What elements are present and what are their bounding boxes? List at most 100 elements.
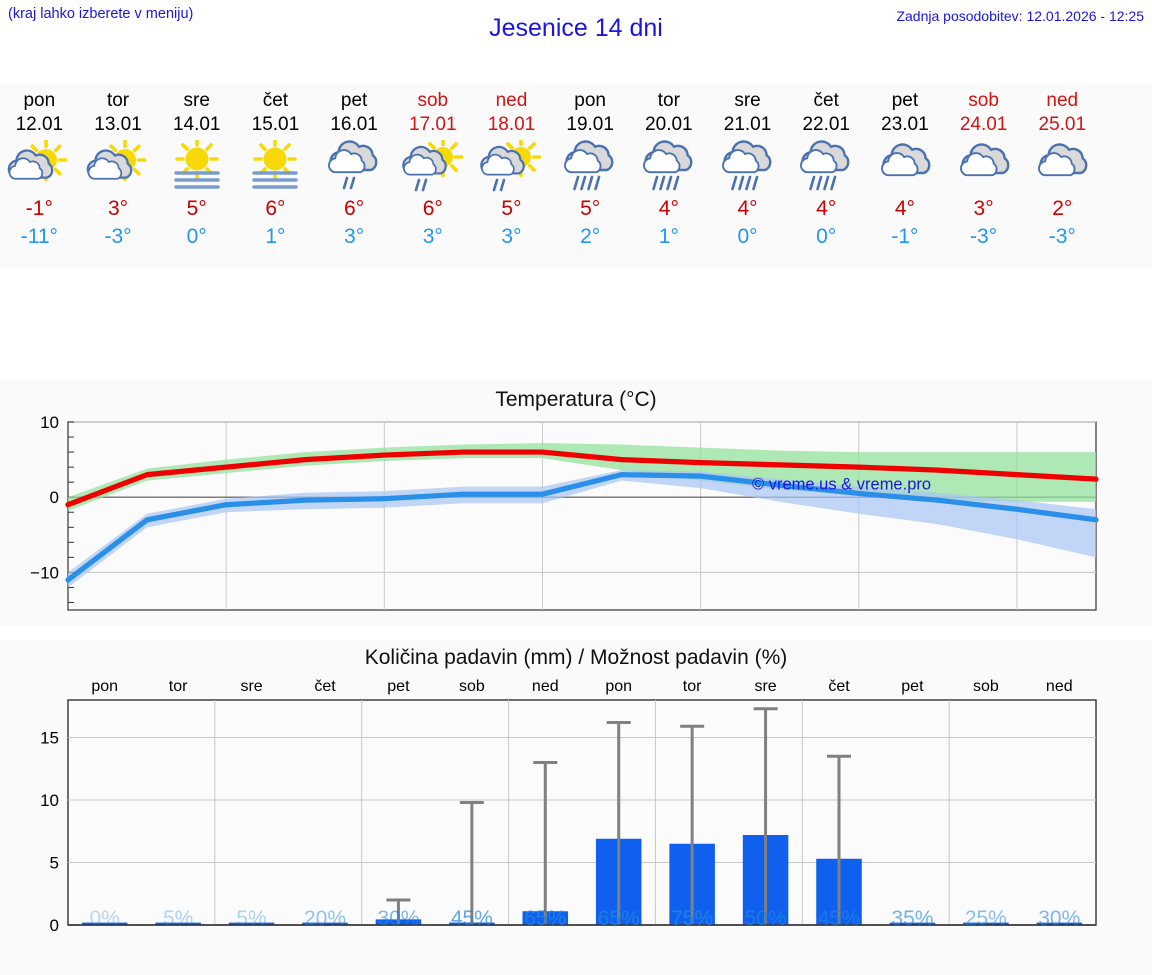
day-of-week: sob	[417, 90, 449, 111]
day-of-week: tor	[106, 90, 130, 111]
day-max-temp: 4°	[816, 197, 837, 220]
day-max-temp: 6°	[422, 197, 443, 220]
day-min-temp: 0°	[816, 225, 837, 248]
day-column[interactable]: pet 23.01 4° -1°	[866, 84, 945, 268]
day-of-week: čet	[262, 90, 289, 111]
day-date: 20.01	[645, 114, 693, 135]
day-column[interactable]: čet 22.01 4° 0°	[787, 84, 866, 268]
day-of-week: tor	[657, 90, 680, 111]
sun-cloud-icon	[79, 139, 158, 195]
svg-text:10: 10	[40, 791, 59, 810]
precip-probability-label: 35%	[891, 907, 934, 930]
page-header: (kraj lahko izberete v meniju) Jesenice …	[0, 0, 1152, 76]
temperature-chart-svg: © vreme.us & vreme.pro 10 0 −10	[30, 413, 1099, 611]
day-date: 12.01	[15, 114, 64, 135]
sun-fog-icon	[157, 139, 236, 195]
day-max-temp: 4°	[658, 197, 679, 220]
day-column[interactable]: sre 21.01 4° 0°	[708, 84, 787, 268]
day-column[interactable]: pon 19.01 5° 2°	[551, 84, 630, 268]
day-date: 19.01	[566, 114, 614, 135]
day-date: 14.01	[172, 114, 221, 135]
day-column[interactable]: tor 13.01 3° -3°	[79, 84, 158, 268]
day-column[interactable]: tor 20.01 4° 1°	[630, 84, 709, 268]
precip-probability-label: 20%	[303, 907, 346, 930]
day-column[interactable]: ned 18.01 5° 3°	[472, 84, 551, 268]
cloud-icon	[866, 139, 945, 195]
day-column[interactable]: pet 16.01 6° 3°	[315, 84, 394, 268]
cloud-icon	[1023, 139, 1102, 195]
day-date: 16.01	[330, 114, 378, 135]
day-min-temp: 0°	[186, 225, 207, 248]
precip-probability-label: 5%	[162, 907, 194, 930]
temperature-chart-panel: Temperatura (°C) © vreme.us & vreme.pro 1…	[0, 380, 1152, 626]
day-column[interactable]: sob 17.01 6° 3°	[393, 84, 472, 268]
precip-probability-label: 45%	[817, 907, 860, 930]
daily-forecast-strip: pon 12.01 -1° -11° tor 13.01 3° -3° sre 14.01 5°…	[0, 84, 1152, 268]
day-of-week: pon	[23, 90, 56, 111]
precip-day-label: tor	[682, 678, 702, 695]
precip-probability-label: 45%	[450, 907, 493, 930]
day-min-temp: 3°	[501, 225, 522, 248]
day-date: 25.01	[1038, 114, 1087, 135]
precip-day-label: sob	[458, 678, 485, 695]
sun-cloud-icon	[0, 139, 79, 195]
precip-day-label: sre	[754, 678, 777, 695]
day-date: 23.01	[881, 114, 929, 135]
precip-day-label: sob	[972, 678, 999, 695]
cloud-drizzle-icon	[315, 139, 394, 195]
day-min-temp: -3°	[970, 225, 998, 248]
day-max-temp: 5°	[501, 197, 522, 220]
precip-day-label: ned	[531, 678, 559, 695]
day-date: 18.01	[487, 114, 536, 135]
day-of-week: pet	[891, 90, 919, 111]
day-date: 22.01	[802, 114, 850, 135]
temperature-chart-title: Temperatura (°C)	[495, 388, 657, 411]
day-max-temp: 3°	[107, 197, 129, 220]
precip-day-label: sre	[240, 678, 263, 695]
day-column[interactable]: pon 12.01 -1° -11°	[0, 84, 79, 268]
day-of-week: ned	[495, 90, 528, 111]
svg-text:0: 0	[50, 916, 59, 935]
day-column[interactable]: ned 25.01 2° -3°	[1023, 84, 1102, 268]
day-max-temp: 5°	[186, 197, 207, 220]
precip-day-label: pet	[387, 678, 410, 695]
svg-text:−10: −10	[30, 563, 59, 582]
cloud-rain-icon	[551, 139, 630, 195]
precip-probability-label: 30%	[1038, 907, 1081, 930]
sun-fog-icon	[236, 139, 315, 195]
day-min-temp: 1°	[658, 225, 679, 248]
day-min-temp: 3°	[344, 225, 365, 248]
precip-day-label: čet	[828, 678, 850, 695]
cloud-icon	[944, 139, 1023, 195]
precip-day-label: pon	[605, 678, 633, 695]
svg-text:5: 5	[50, 854, 59, 873]
day-min-temp: -1°	[891, 225, 919, 248]
precip-probability-label: 25%	[964, 907, 1007, 930]
last-updated-text: Zadnja posodobitev: 12.01.2026 - 12:25	[896, 8, 1144, 24]
day-column[interactable]: čet 15.01 6° 1°	[236, 84, 315, 268]
day-date: 24.01	[959, 114, 1008, 135]
day-min-temp: 1°	[265, 225, 286, 248]
day-column[interactable]: sob 24.01 3° -3°	[944, 84, 1023, 268]
day-max-temp: 2°	[1052, 197, 1073, 220]
svg-text:10: 10	[40, 413, 59, 432]
precip-probability-label: 5%	[236, 907, 267, 930]
cloud-rain-icon	[787, 139, 866, 195]
precip-probability-label: 75%	[671, 907, 714, 930]
day-of-week: čet	[813, 90, 839, 111]
svg-text:15: 15	[40, 729, 59, 748]
precip-day-label: čet	[314, 678, 336, 695]
day-max-temp: 5°	[580, 197, 601, 220]
day-of-week: sre	[183, 90, 210, 111]
precipitation-chart-svg: 0 5 10 15	[40, 699, 1097, 935]
day-column[interactable]: sre 14.01 5° 0°	[157, 84, 236, 268]
day-min-temp: 3°	[422, 225, 443, 248]
svg-text:© vreme.us & vreme.pro: © vreme.us & vreme.pro	[752, 476, 931, 494]
day-max-temp: 4°	[737, 197, 758, 220]
day-date: 21.01	[723, 114, 772, 135]
svg-text:0: 0	[50, 488, 59, 507]
day-min-temp: -3°	[1048, 225, 1076, 248]
precipitation-chart-title: Količina padavin (mm) / Možnost padavin …	[364, 646, 788, 669]
precip-probability-label: 50%	[744, 907, 787, 930]
day-of-week: sob	[968, 90, 999, 111]
